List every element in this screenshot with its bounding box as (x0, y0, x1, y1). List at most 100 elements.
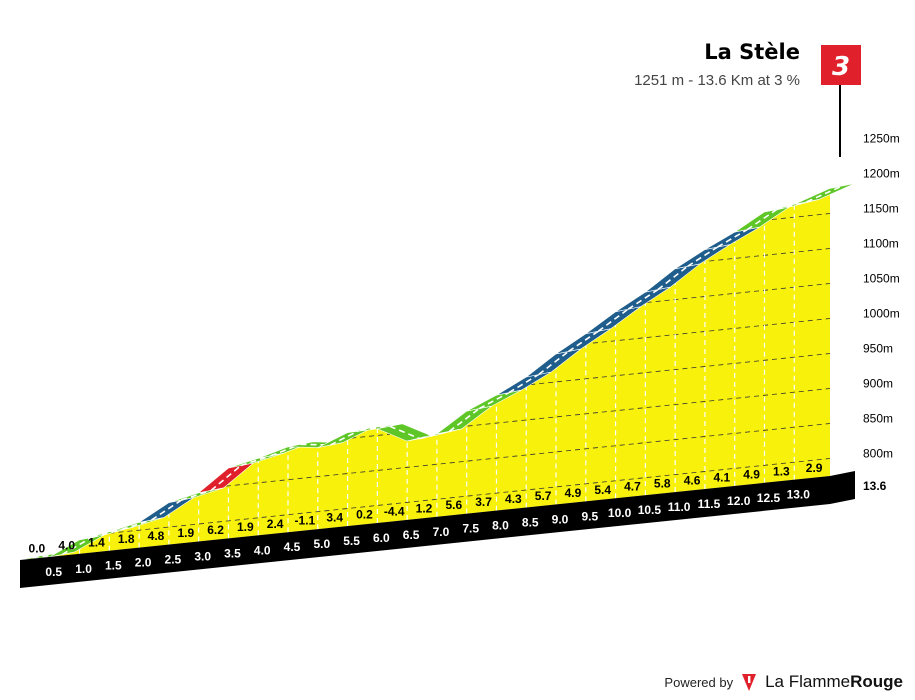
gradient-label: 1.3 (773, 464, 790, 478)
road-centerline (91, 528, 123, 539)
gradient-label: 4.0 (58, 538, 75, 552)
km-label: 9.0 (552, 512, 569, 526)
km-label: 6.5 (403, 528, 420, 542)
elevation-axis-label: 850m (863, 412, 893, 426)
road-centerline (657, 265, 689, 291)
km-label: 3.0 (194, 549, 211, 563)
km-label: 12.0 (727, 494, 751, 508)
km-label: 7.0 (433, 525, 450, 539)
km-label: 6.0 (373, 531, 390, 545)
km-label: 10.5 (638, 503, 662, 517)
road-centerline (329, 429, 361, 446)
elevation-axis-label: 950m (863, 342, 893, 356)
gradient-label: 2.4 (267, 517, 284, 531)
km-label: 10.0 (608, 506, 632, 520)
km-label: 12.5 (757, 491, 781, 505)
km-label: 11.0 (668, 500, 691, 514)
elevation-axis-label: 1000m (863, 307, 900, 321)
gradient-label: 5.8 (654, 477, 671, 491)
km-label: 4.5 (284, 540, 301, 554)
road-centerline (627, 288, 659, 310)
gradient-label: -4.4 (384, 504, 405, 518)
elevation-gridline (20, 458, 830, 543)
km-label: 3.5 (224, 546, 241, 560)
climb-title: La Stèle (704, 40, 800, 64)
flamme-rouge-logo-icon (742, 674, 757, 691)
road-centerline (508, 373, 540, 394)
elevation-axis-label: 1250m (863, 132, 900, 146)
road-centerline (270, 443, 301, 457)
road-centerline (717, 228, 748, 248)
gradient-label: 5.7 (535, 489, 552, 503)
elevation-axis-label: 1150m (863, 202, 899, 216)
road-segment (794, 183, 856, 205)
road-centerline (181, 489, 212, 501)
gradient-label: 1.9 (237, 520, 254, 534)
road-centerline (210, 464, 242, 491)
road-centerline (389, 425, 420, 440)
elevation-axis-label: 800m (863, 447, 893, 461)
elevation-axis-label: 1200m (863, 167, 900, 181)
elevation-axis-label: 900m (863, 377, 893, 391)
elevation-gridline (20, 188, 830, 228)
climb-summary: 1251 m - 13.6 Km at 3 % (634, 72, 800, 89)
gradient-label: 4.7 (624, 480, 641, 494)
km-label: 2.0 (135, 556, 152, 570)
gradient-label: 3.4 (326, 511, 343, 525)
km-label: 9.5 (581, 509, 598, 523)
road-centerline (151, 499, 182, 521)
km-label: 5.0 (313, 537, 330, 551)
km-label: 13.0 (787, 488, 811, 502)
chart-labels: 0.0 4.0 1.4 1.8 4.8 1.9 6.2 1.9 2.4 -1.1 3.4 0.2 -4.… (29, 132, 900, 579)
road-centerline (597, 308, 629, 332)
profile-base (20, 471, 855, 588)
gradient-label: 4.6 (684, 474, 701, 488)
gradient-label: 4.9 (565, 486, 582, 500)
km-label: 5.5 (343, 534, 360, 548)
km-label: 4.0 (254, 543, 271, 557)
elevation-axis-label: 1100m (863, 237, 899, 251)
profile-fill (20, 188, 830, 560)
road-centerline (568, 330, 599, 353)
gradient-label: 1.8 (118, 532, 135, 546)
road-segments (19, 183, 856, 561)
road-centerline (448, 407, 480, 432)
gradient-label: 0.0 (29, 541, 46, 555)
road-centerline (359, 425, 390, 431)
road-centerline (687, 246, 718, 267)
km-label: 8.5 (522, 516, 539, 530)
footer: Powered by La FlammeRouge (664, 672, 903, 692)
gradient-label: -1.1 (295, 514, 316, 528)
category-flag-icon: 3 (821, 45, 861, 85)
km-label: 11.5 (698, 497, 721, 511)
gradient-label: 4.3 (505, 492, 522, 506)
powered-by-label: Powered by (664, 674, 734, 690)
summit-flag-pole (839, 85, 841, 157)
gradient-label: 2.9 (806, 461, 823, 475)
gradient-label: 1.9 (177, 526, 194, 540)
road-centerline (806, 185, 843, 203)
km-label: 1.0 (75, 562, 92, 576)
category-label: 3 (832, 52, 850, 82)
km-label: 2.5 (165, 553, 182, 567)
gradient-label: 1.2 (416, 501, 433, 515)
brand-name: La FlammeRouge (765, 672, 903, 691)
km-label: 7.5 (462, 522, 479, 536)
road-centerline (538, 350, 570, 376)
gradient-label: 4.1 (713, 470, 730, 484)
gradient-label: 1.4 (88, 535, 105, 549)
road-centerline (121, 519, 152, 531)
km-label: 0.5 (45, 565, 62, 579)
elevation-axis-label: 1050m (863, 272, 900, 286)
gradient-label: 5.6 (445, 498, 462, 512)
road-centerline (746, 208, 778, 231)
gradient-label: 0.2 (356, 507, 373, 521)
gradient-label: 4.9 (743, 467, 760, 481)
gradient-label: 3.7 (475, 495, 492, 509)
gradient-label: 5.4 (594, 483, 611, 497)
end-distance-label: 13.6 (863, 479, 887, 493)
road-centerline (61, 536, 93, 556)
gradient-label: 6.2 (207, 523, 224, 537)
road-centerline (240, 455, 271, 467)
